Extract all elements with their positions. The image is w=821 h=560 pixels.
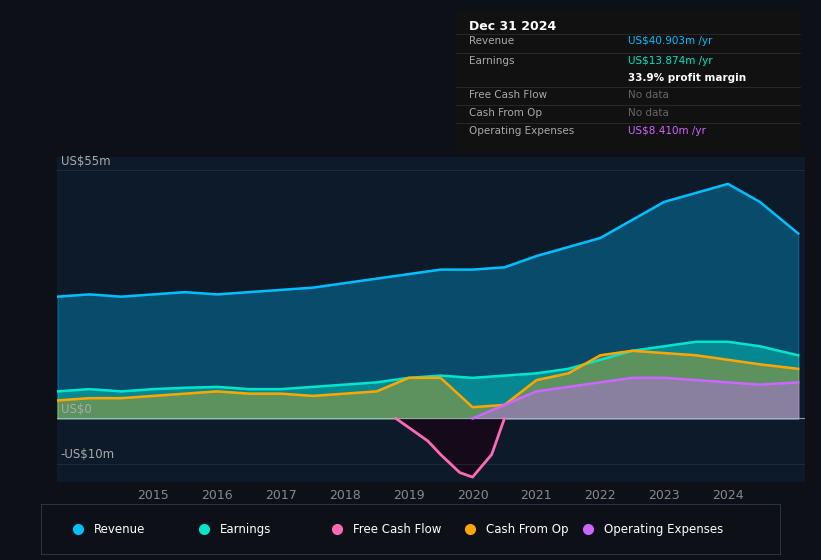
Text: US$55m: US$55m — [61, 155, 110, 168]
Text: US$40.903m /yr: US$40.903m /yr — [628, 36, 713, 46]
Text: US$8.410m /yr: US$8.410m /yr — [628, 126, 706, 136]
Text: Earnings: Earnings — [220, 522, 271, 536]
Text: Earnings: Earnings — [470, 56, 515, 66]
Text: Operating Expenses: Operating Expenses — [470, 126, 575, 136]
Text: Dec 31 2024: Dec 31 2024 — [470, 20, 557, 32]
Text: Cash From Op: Cash From Op — [486, 522, 568, 536]
Text: US$0: US$0 — [61, 403, 91, 416]
Text: Revenue: Revenue — [470, 36, 515, 46]
Text: Operating Expenses: Operating Expenses — [604, 522, 723, 536]
Text: -US$10m: -US$10m — [61, 449, 115, 461]
Text: Free Cash Flow: Free Cash Flow — [353, 522, 441, 536]
Text: Free Cash Flow: Free Cash Flow — [470, 90, 548, 100]
Text: Revenue: Revenue — [94, 522, 145, 536]
Text: 33.9% profit margin: 33.9% profit margin — [628, 73, 746, 83]
Text: No data: No data — [628, 90, 669, 100]
Text: US$13.874m /yr: US$13.874m /yr — [628, 56, 713, 66]
Text: Cash From Op: Cash From Op — [470, 108, 543, 118]
Text: No data: No data — [628, 108, 669, 118]
